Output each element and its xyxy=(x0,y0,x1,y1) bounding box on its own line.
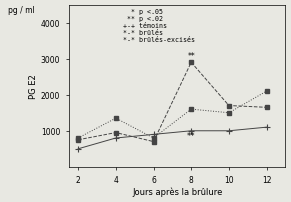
Text: **: ** xyxy=(187,52,195,61)
Text: **: ** xyxy=(187,131,196,140)
Text: * p <.05
 ** p <.02
+-+ témoins
*-* brülés
*-* brülés-excisés: * p <.05 ** p <.02 +-+ témoins *-* brülé… xyxy=(123,9,195,43)
X-axis label: Jours après la brûlure: Jours après la brûlure xyxy=(132,187,222,197)
Y-axis label: PG E2: PG E2 xyxy=(29,74,38,99)
Text: pg / ml: pg / ml xyxy=(8,5,35,15)
